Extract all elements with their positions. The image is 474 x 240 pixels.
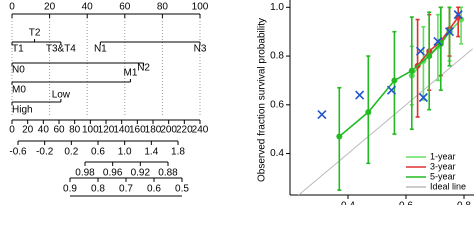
tick-label: 0.5 (175, 184, 189, 195)
x-marker (317, 109, 327, 120)
tick-label: 1.0 (118, 147, 132, 158)
legend-label: 5-year (430, 171, 456, 181)
chart: Observed fraction survival probability 0… (9, 0, 474, 205)
legend-label: 3-year (430, 161, 456, 171)
tick-label: 80 (157, 2, 169, 13)
tick-label: 1.8 (171, 147, 185, 158)
tick-label: -0.6 (9, 147, 27, 158)
y-tick-label: 0.6 (270, 99, 284, 110)
tick-label: 240 (192, 125, 209, 136)
plot-area (297, 6, 474, 195)
tick-label: 0 (9, 2, 15, 13)
tick-label: 100 (82, 125, 99, 136)
level-label: T2 (29, 28, 41, 39)
level-label: T3&T4 (46, 44, 76, 55)
tick-label: 0.9 (63, 184, 77, 195)
tick-label: 0.8 (91, 184, 105, 195)
tick-label: 0.6 (91, 147, 105, 158)
tick-label: 60 (53, 125, 65, 136)
tick-label: 200 (160, 125, 177, 136)
tick-label: 1.4 (144, 147, 158, 158)
x-marker (355, 90, 365, 100)
level-label: N3 (194, 44, 207, 55)
legend-label: Ideal line (430, 181, 466, 191)
tick-label: 20 (44, 2, 56, 13)
point (365, 109, 372, 116)
tick-label: 140 (113, 125, 130, 136)
tick-label: 180 (145, 125, 162, 136)
tick-label: 0.88 (158, 168, 178, 179)
x-marker (453, 10, 463, 20)
point (426, 53, 433, 60)
level-label: Low (52, 90, 71, 101)
tick-label: 0.96 (103, 168, 123, 179)
x-tick-label: 0.4 (341, 201, 355, 205)
point (408, 67, 415, 74)
page: {"chart_data": [ {"type": "nomogram", "p… (9, 0, 474, 205)
point (391, 77, 398, 84)
tick-label: 80 (69, 125, 81, 136)
x-marker (418, 92, 428, 103)
tick-label: 40 (82, 2, 94, 13)
tick-label: 0 (9, 125, 15, 136)
x-marker (386, 85, 397, 95)
tick-label: 100 (192, 2, 209, 13)
tick-label: 120 (98, 125, 115, 136)
tick-label: 0.98 (75, 168, 95, 179)
x-tick-label: 0.6 (399, 201, 413, 205)
x-marker (444, 27, 455, 37)
level-label: M1 (123, 68, 137, 79)
ideal-line (297, 48, 474, 195)
tick-label: 0.7 (119, 184, 133, 195)
level-label: N2 (137, 63, 150, 74)
point (336, 133, 343, 140)
tick-label: 40 (38, 125, 50, 136)
tick-label: 60 (119, 2, 131, 13)
level-label: M0 (12, 85, 26, 96)
x-marker (433, 36, 443, 47)
tick-label: 0.92 (131, 168, 151, 179)
tick-label: 0.2 (64, 147, 78, 158)
level-label: T1 (12, 44, 24, 55)
level-label: High (12, 105, 33, 116)
x-tick-label: 0.8 (457, 201, 471, 205)
tick-label: 20 (22, 125, 34, 136)
tick-label: 160 (129, 125, 146, 136)
y-axis-title: Observed fraction survival probability (257, 18, 268, 182)
y-tick-label: 0.8 (270, 51, 284, 62)
tick-label: -0.2 (36, 147, 54, 158)
legend-label: 1-year (430, 151, 456, 161)
y-tick-label: 0.4 (270, 148, 284, 159)
y-tick-label: 1.0 (270, 2, 284, 13)
level-label: N0 (12, 65, 25, 76)
x-marker (415, 46, 426, 56)
tick-label: 220 (176, 125, 193, 136)
tick-label: 0.6 (147, 184, 161, 195)
level-label: N1 (94, 44, 107, 55)
